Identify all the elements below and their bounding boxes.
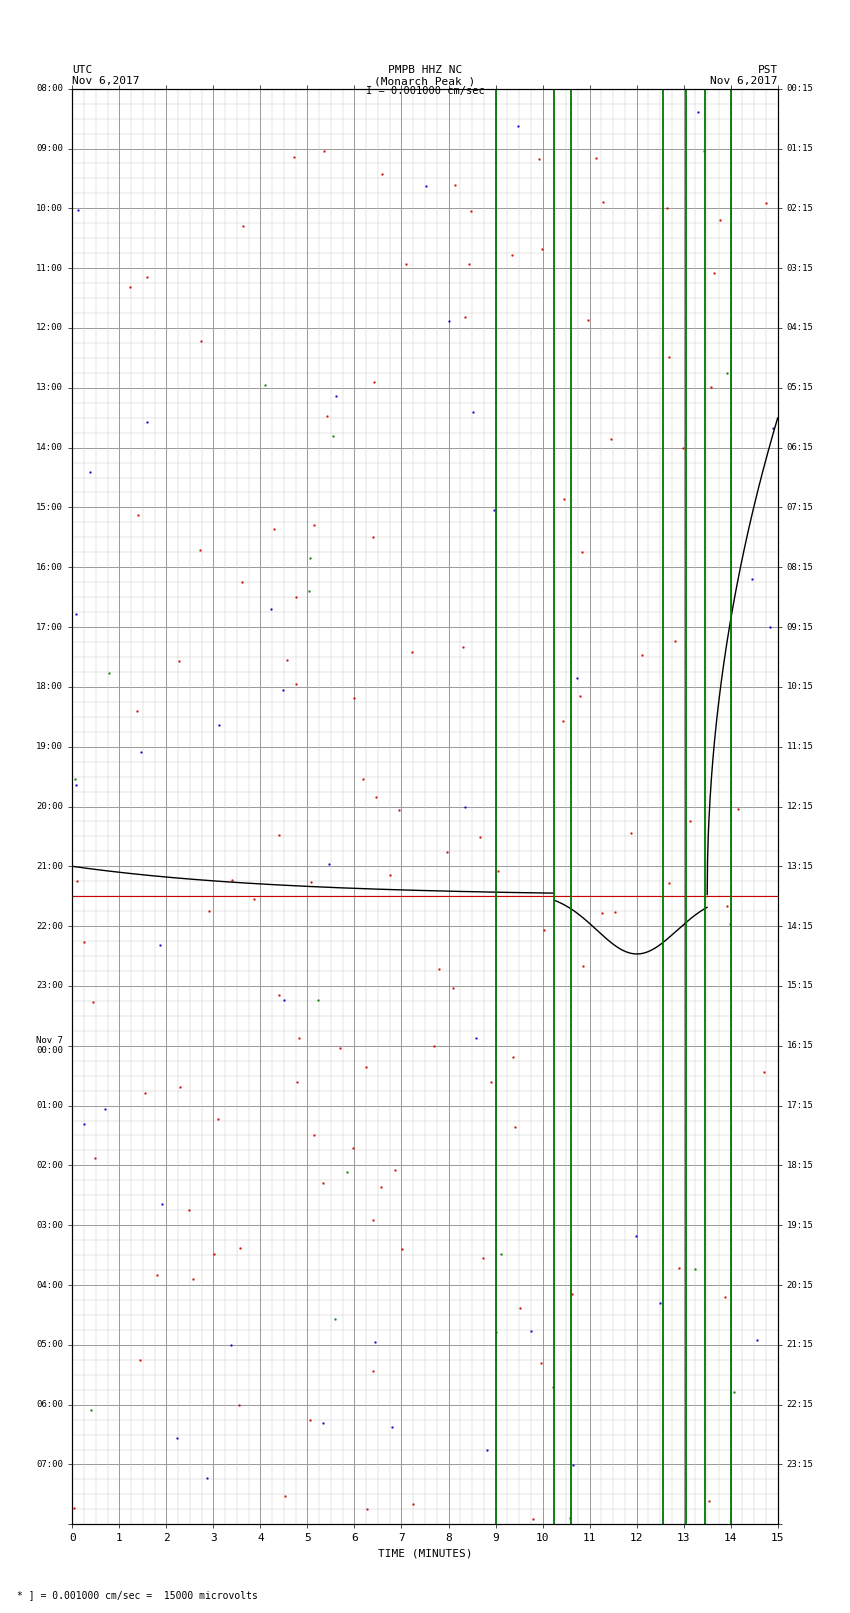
Text: PST: PST (757, 65, 778, 76)
Text: (Monarch Peak ): (Monarch Peak ) (374, 76, 476, 85)
Text: PMPB HHZ NC: PMPB HHZ NC (388, 65, 462, 76)
X-axis label: TIME (MINUTES): TIME (MINUTES) (377, 1548, 473, 1558)
Text: * ] = 0.001000 cm/sec =  15000 microvolts: * ] = 0.001000 cm/sec = 15000 microvolts (17, 1590, 258, 1600)
Text: I = 0.001000 cm/sec: I = 0.001000 cm/sec (366, 85, 484, 97)
Text: UTC: UTC (72, 65, 93, 76)
Text: Nov 6,2017: Nov 6,2017 (72, 76, 139, 85)
Text: Nov 6,2017: Nov 6,2017 (711, 76, 778, 85)
